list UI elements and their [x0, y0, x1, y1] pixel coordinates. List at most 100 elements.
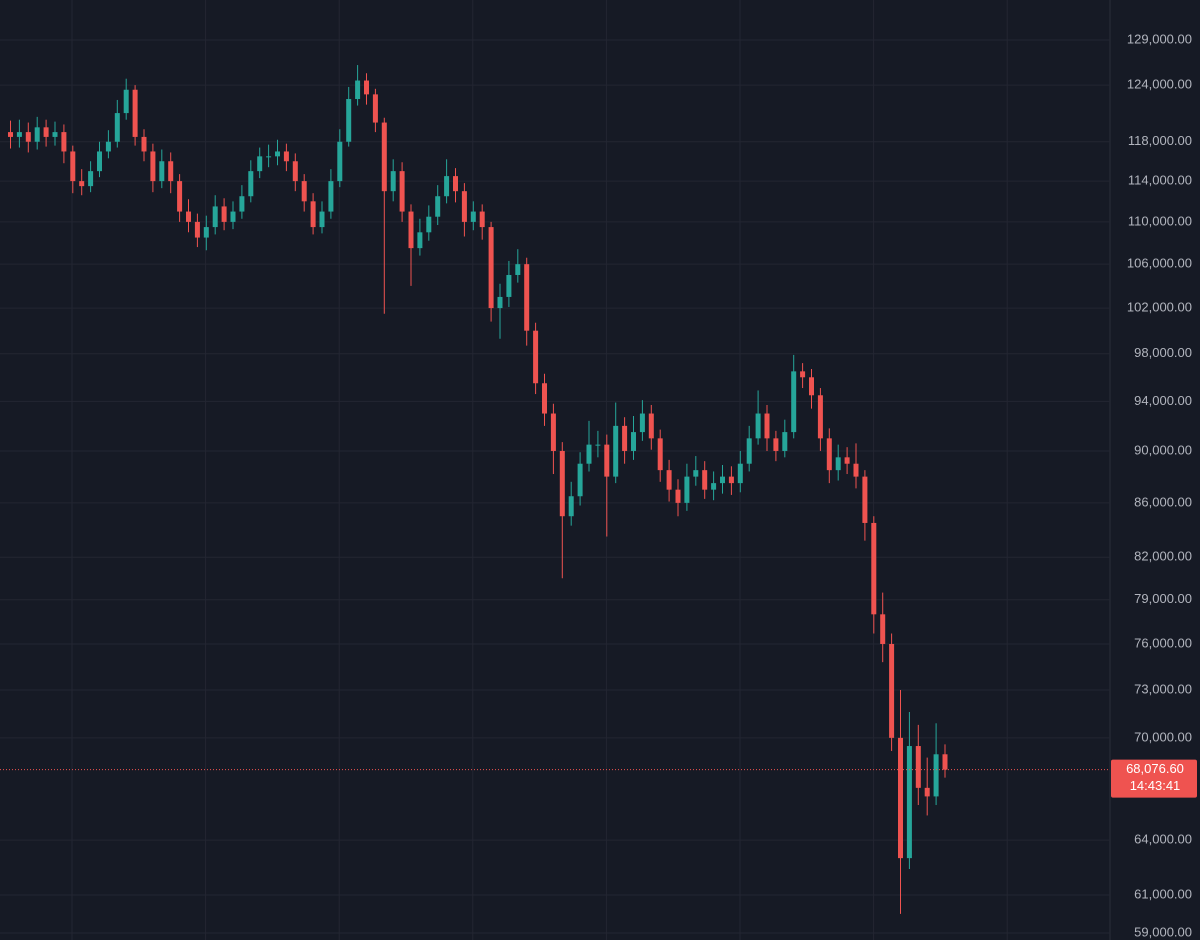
- candle-body: [542, 383, 547, 414]
- candle-body: [479, 211, 485, 228]
- candle-body: [88, 171, 94, 187]
- candle-body: [675, 489, 681, 503]
- candle-body: [728, 476, 734, 484]
- candle-body: [791, 371, 797, 433]
- candle-body: [372, 94, 378, 123]
- candle-body: [746, 438, 752, 464]
- candle-body: [444, 176, 450, 197]
- candle-body: [399, 171, 405, 212]
- candle-body: [230, 211, 236, 222]
- candle-body: [684, 476, 690, 503]
- candle-body: [43, 127, 49, 137]
- candle-body: [586, 444, 592, 464]
- candle-body: [550, 413, 556, 451]
- candle-body: [337, 141, 343, 182]
- candle-body: [364, 80, 369, 95]
- candle-body: [390, 171, 396, 192]
- candle-body: [524, 264, 530, 331]
- candle-body: [613, 425, 619, 477]
- candle-body: [506, 274, 512, 297]
- candle-body: [301, 181, 307, 202]
- candle-body: [782, 432, 788, 451]
- candle-body: [346, 99, 352, 142]
- candle-body: [648, 413, 654, 439]
- candle-body: [221, 206, 227, 222]
- y-tick-label: 124,000.00: [1127, 77, 1192, 92]
- last-price-label: 68,076.60: [1126, 761, 1184, 776]
- candle-body: [924, 787, 930, 797]
- candle-body: [826, 438, 832, 471]
- candle-body: [159, 161, 165, 182]
- y-tick-label: 70,000.00: [1134, 729, 1192, 744]
- candle-body: [212, 206, 218, 228]
- candle-body: [141, 136, 147, 152]
- candle-body: [657, 438, 663, 471]
- candle-body: [70, 151, 76, 182]
- candle-body: [355, 80, 361, 100]
- candle-body: [150, 151, 156, 182]
- countdown: 14:43:41: [1130, 778, 1181, 793]
- candle-body: [408, 211, 414, 249]
- candle-body: [693, 470, 699, 477]
- y-tick-label: 110,000.00: [1128, 213, 1192, 228]
- candle-body: [915, 746, 921, 788]
- candle-body: [186, 211, 191, 222]
- y-tick-label: 102,000.00: [1127, 300, 1192, 315]
- candle-body: [114, 113, 120, 142]
- candle-body: [862, 476, 868, 523]
- candle-body: [515, 264, 521, 275]
- candle-body: [79, 181, 85, 187]
- candle-body: [435, 196, 441, 217]
- y-tick-label: 61,000.00: [1134, 886, 1192, 901]
- candle-body: [737, 463, 743, 484]
- candle-body: [835, 457, 841, 471]
- candle-body: [844, 457, 850, 464]
- candle-body: [720, 476, 725, 484]
- y-tick-label: 90,000.00: [1134, 442, 1192, 457]
- candle-body: [711, 483, 717, 490]
- candle-body: [105, 141, 111, 152]
- candle-body: [702, 470, 708, 490]
- y-tick-label: 94,000.00: [1134, 393, 1192, 408]
- candle-body: [194, 221, 200, 238]
- candle-body: [871, 522, 877, 615]
- y-tick-label: 106,000.00: [1127, 256, 1192, 271]
- y-tick-label: 82,000.00: [1134, 549, 1192, 564]
- candle-body: [461, 191, 467, 222]
- candle-body: [310, 201, 316, 228]
- candle-body: [16, 132, 22, 137]
- candle-body: [906, 746, 912, 859]
- y-tick-label: 86,000.00: [1134, 494, 1192, 509]
- candle-body: [817, 395, 823, 439]
- y-tick-label: 64,000.00: [1134, 832, 1192, 847]
- y-tick-label: 118,000.00: [1128, 133, 1192, 148]
- candle-body: [942, 754, 948, 770]
- candle-body: [8, 132, 13, 137]
- candle-body: [453, 176, 458, 192]
- candle-body: [559, 450, 565, 517]
- candle-body: [381, 122, 387, 192]
- candle-body: [61, 132, 67, 152]
- candle-body: [123, 89, 129, 114]
- candle-body: [132, 89, 138, 137]
- candle-body: [666, 470, 672, 490]
- candle-body: [497, 296, 503, 309]
- candle-body: [97, 151, 102, 172]
- y-tick-label: 76,000.00: [1134, 635, 1192, 650]
- candle-body: [853, 463, 859, 477]
- candle-body: [533, 330, 539, 384]
- y-tick-label: 114,000.00: [1128, 173, 1192, 188]
- candle-body: [595, 444, 601, 446]
- candle-body: [568, 496, 574, 517]
- candle-body: [203, 227, 209, 238]
- candle-body: [239, 196, 245, 212]
- candle-body: [266, 156, 272, 158]
- candle-body: [426, 216, 432, 233]
- candle-body: [177, 181, 183, 212]
- y-tick-label: 98,000.00: [1134, 345, 1192, 360]
- candle-body: [773, 438, 779, 451]
- candle-body: [622, 425, 628, 451]
- candle-body: [639, 413, 645, 433]
- candle-body: [755, 413, 761, 439]
